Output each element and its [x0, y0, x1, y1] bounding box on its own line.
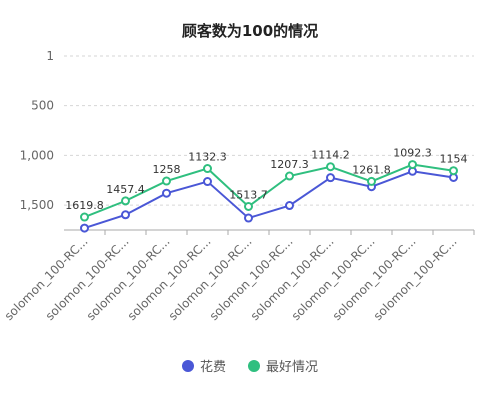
data-point[interactable] — [162, 188, 171, 198]
data-point[interactable] — [121, 196, 130, 206]
legend-marker-best — [248, 359, 260, 372]
series-line-1 — [84, 163, 454, 218]
gridlines — [64, 55, 474, 206]
data-label: 1092.3 — [393, 147, 432, 160]
y-tick-label: 1,500 — [20, 198, 54, 212]
data-label: 1513.7 — [229, 188, 268, 201]
data-label: 1261.8 — [352, 163, 391, 176]
legend-marker-cost — [181, 359, 194, 372]
legend-item-best[interactable]: 最好情况 — [248, 356, 318, 375]
data-point[interactable] — [80, 223, 89, 233]
data-label: 1619.8 — [65, 199, 104, 212]
data-point[interactable] — [326, 173, 335, 183]
data-label: 1457.4 — [106, 183, 145, 196]
data-label: 1207.3 — [270, 158, 309, 171]
series-group — [80, 160, 458, 233]
data-point[interactable] — [326, 162, 335, 172]
data-label: 1258 — [153, 163, 181, 176]
data-point[interactable] — [244, 201, 253, 211]
x-axis: solomon_100-RC...solomon_100-RC...solomo… — [2, 230, 475, 323]
data-label: 1154 — [440, 153, 468, 166]
data-point[interactable] — [203, 164, 212, 174]
data-label: 1114.2 — [311, 149, 350, 162]
chart-title: 顾客数为100的情况 — [182, 22, 318, 40]
data-point[interactable] — [244, 213, 253, 223]
data-point[interactable] — [449, 166, 458, 176]
y-tick-label: 1 — [46, 49, 54, 63]
data-point[interactable] — [203, 177, 212, 187]
data-point[interactable] — [408, 160, 417, 170]
y-tick-label: 500 — [31, 99, 54, 113]
legend-label-best: 最好情况 — [266, 360, 319, 375]
legend-item-cost[interactable]: 花费 — [181, 356, 226, 375]
data-point[interactable] — [162, 176, 171, 186]
data-point[interactable] — [285, 171, 294, 181]
series-line-0 — [84, 170, 454, 230]
y-axis: 1 500 1,000 1,500 — [20, 49, 54, 212]
data-label: 1132.3 — [188, 151, 227, 164]
data-point[interactable] — [367, 176, 376, 186]
legend-label-cost: 花费 — [199, 360, 226, 375]
data-point[interactable] — [285, 201, 294, 211]
data-point[interactable] — [121, 210, 130, 220]
y-tick-label: 1,000 — [20, 148, 54, 162]
data-point[interactable] — [80, 212, 89, 222]
legend: 花费 最好情况 — [0, 356, 500, 375]
